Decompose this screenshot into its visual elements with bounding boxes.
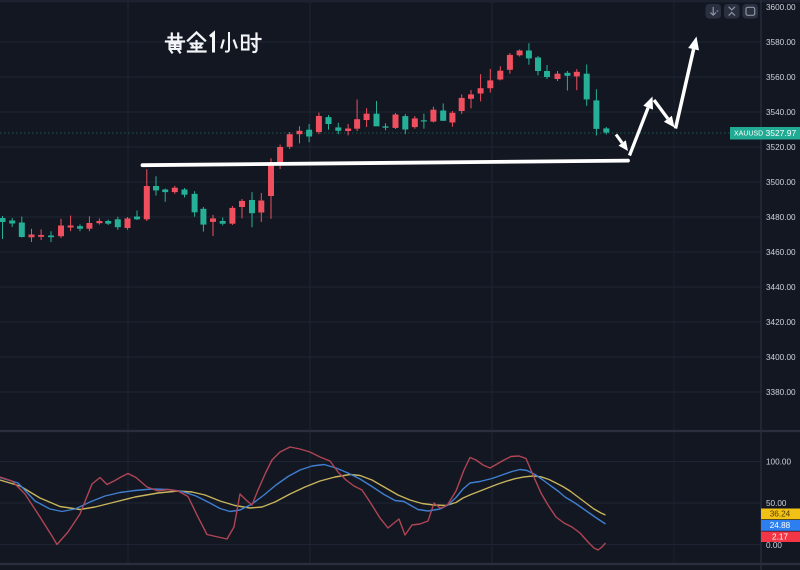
- svg-text:3600.00: 3600.00: [766, 3, 796, 12]
- svg-text:0.00: 0.00: [766, 541, 782, 550]
- svg-text:3480.00: 3480.00: [766, 213, 796, 222]
- svg-text:XAUUSD: XAUUSD: [734, 131, 763, 138]
- svg-text:3500.00: 3500.00: [766, 178, 796, 187]
- svg-text:3400.00: 3400.00: [766, 353, 796, 362]
- svg-text:3460.00: 3460.00: [766, 248, 796, 257]
- svg-text:3380.00: 3380.00: [766, 388, 796, 397]
- svg-text:24.88: 24.88: [770, 521, 791, 530]
- svg-text:50.00: 50.00: [766, 499, 787, 508]
- svg-text:2.17: 2.17: [772, 533, 788, 542]
- svg-text:3440.00: 3440.00: [766, 283, 796, 292]
- svg-text:3520.00: 3520.00: [766, 143, 796, 152]
- svg-text:36.24: 36.24: [770, 510, 791, 519]
- svg-text:3560.00: 3560.00: [766, 73, 796, 82]
- svg-text:3420.00: 3420.00: [766, 318, 796, 327]
- svg-text:3580.00: 3580.00: [766, 38, 796, 47]
- svg-text:3527.97: 3527.97: [766, 128, 797, 138]
- svg-text:100.00: 100.00: [766, 458, 791, 467]
- svg-text:3540.00: 3540.00: [766, 108, 796, 117]
